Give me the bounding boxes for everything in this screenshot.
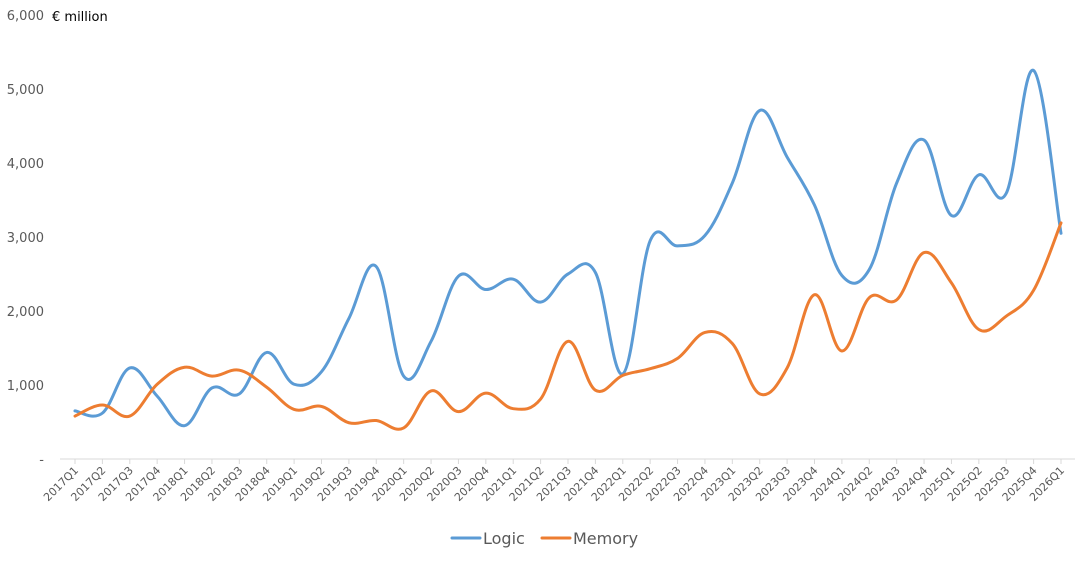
series-line-memory (73, 221, 1063, 431)
x-axis: 2017Q12017Q22017Q32017Q42018Q12018Q22018… (41, 459, 1067, 504)
y-tick-label: 5,000 (7, 83, 44, 98)
legend-label-logic: Logic (483, 529, 525, 548)
y-tick-label: 6,000 (7, 9, 44, 24)
y-axis: - 1,000 2,000 3,000 4,000 5,000 6,000 (7, 9, 45, 468)
series-layer (73, 68, 1063, 431)
unit-label: € million (52, 10, 108, 25)
y-tick-label: 1,000 (7, 379, 44, 394)
y-tick-label: - (39, 453, 44, 468)
y-tick-label: 4,000 (7, 157, 44, 172)
y-tick-label: 2,000 (7, 305, 44, 320)
y-tick-label: 3,000 (7, 231, 44, 246)
legend-label-memory: Memory (573, 529, 638, 548)
legend: Logic Memory (450, 529, 638, 548)
series-line-logic (73, 68, 1063, 428)
